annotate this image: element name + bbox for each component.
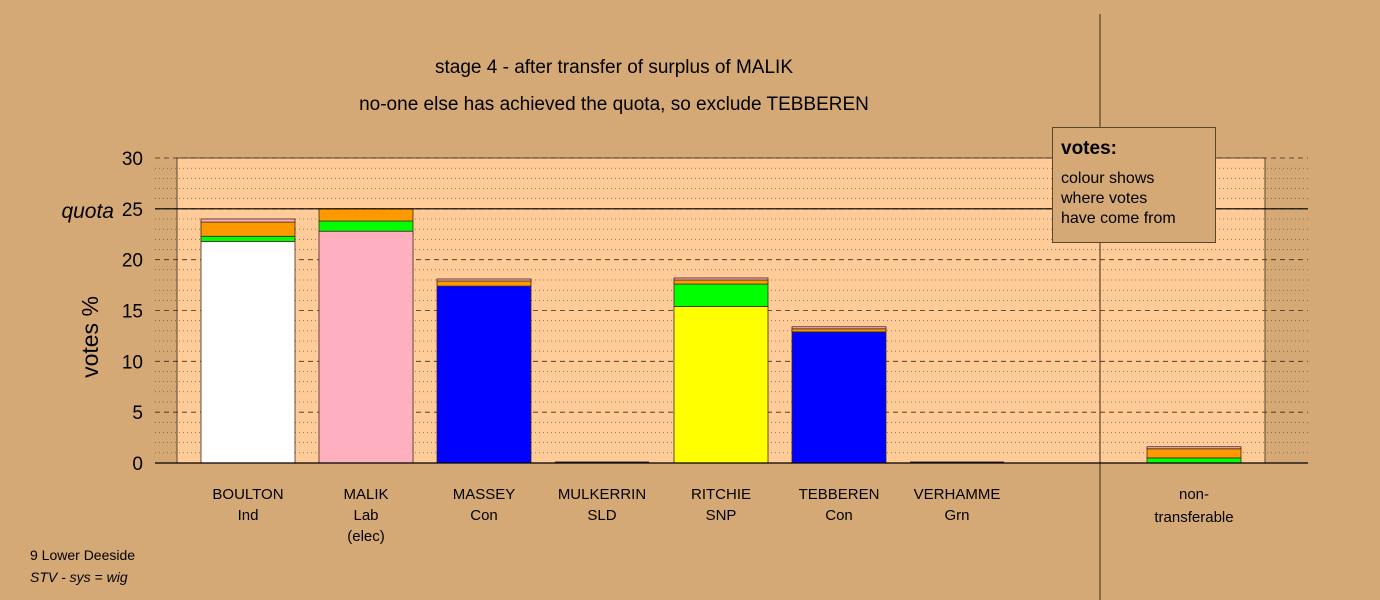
legend-title: votes: xyxy=(1061,138,1117,159)
bar-segment xyxy=(791,326,887,330)
candidate-label: SLD xyxy=(587,507,616,524)
bar-segment xyxy=(318,208,414,222)
nontransferable-label: transferable xyxy=(1154,509,1233,526)
candidate-label: TEBBEREN xyxy=(799,486,880,503)
bar-segment xyxy=(200,218,296,223)
quota-label: quota xyxy=(61,200,114,223)
candidate-label: (elec) xyxy=(347,528,385,545)
candidate-label: Ind xyxy=(238,507,259,524)
y-tick-label: 30 xyxy=(122,149,143,170)
y-tick-label: 15 xyxy=(122,302,143,323)
bar-segment xyxy=(673,306,769,464)
bar-segment xyxy=(436,280,532,287)
y-tick-label: 20 xyxy=(122,251,143,272)
chart-title: stage 4 - after transfer of surplus of M… xyxy=(435,57,793,78)
bar-segment xyxy=(436,278,532,282)
legend-box: votes: colour shows where votes have com… xyxy=(1052,127,1216,243)
y-tick-label: 5 xyxy=(132,403,143,424)
bar-segment xyxy=(200,240,296,464)
bar-segment xyxy=(1146,448,1242,459)
y-tick-label: 0 xyxy=(132,454,143,475)
bar-segment xyxy=(1146,446,1242,450)
footer-area: 9 Lower Deeside xyxy=(30,547,135,563)
bar-segment xyxy=(791,331,887,464)
candidate-label: Lab xyxy=(353,507,378,524)
legend-line-3: have come from xyxy=(1061,210,1176,227)
chart-subtitle: no-one else has achieved the quota, so e… xyxy=(359,94,869,115)
bar-segment xyxy=(673,279,769,285)
candidate-label: Con xyxy=(470,507,498,524)
y-tick-label: 25 xyxy=(122,200,143,221)
y-axis-label: votes % xyxy=(77,296,103,378)
bar-segment xyxy=(318,220,414,232)
candidate-label: MALIK xyxy=(343,486,388,503)
bar-segment xyxy=(436,285,532,464)
candidate-label: VERHAMME xyxy=(914,486,1001,503)
bar-segment xyxy=(1146,457,1242,464)
candidate-label: RITCHIE xyxy=(691,486,751,503)
legend-line-1: colour shows xyxy=(1061,170,1155,187)
y-tick-label: 10 xyxy=(122,352,143,373)
candidate-label: Con xyxy=(825,507,853,524)
bar-segment xyxy=(673,283,769,307)
candidate-label: Grn xyxy=(944,507,969,524)
candidate-label: BOULTON xyxy=(212,486,283,503)
bar-segment xyxy=(200,235,296,242)
nontransferable-label: non- xyxy=(1179,486,1209,503)
footer-system: STV - sys = wig xyxy=(30,569,128,585)
bar-segment xyxy=(318,230,414,464)
bar-segment xyxy=(200,221,296,237)
bar-segment xyxy=(791,328,887,333)
legend-line-2: where votes xyxy=(1061,190,1148,207)
candidate-label: MULKERRIN xyxy=(558,486,646,503)
candidate-label: MASSEY xyxy=(453,486,516,503)
bar-segment xyxy=(673,277,769,281)
candidate-label: SNP xyxy=(706,507,737,524)
